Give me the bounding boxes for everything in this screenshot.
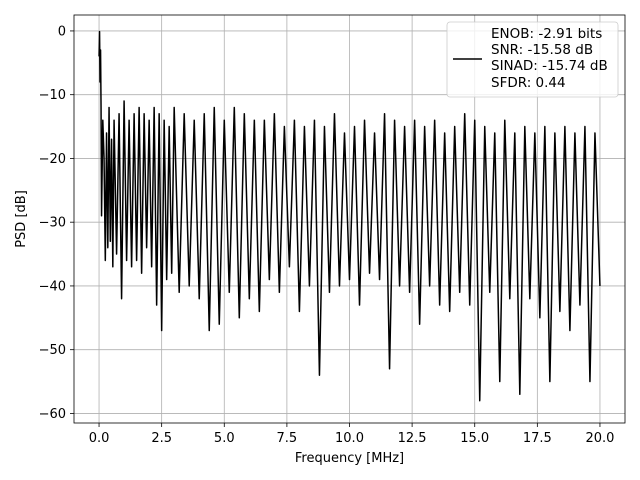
y-tick-label: 0 [58,24,66,39]
legend: ENOB: -2.91 bits SNR: -15.58 dB SINAD: -… [446,21,619,98]
y-tick-label: −60 [39,407,66,422]
y-tick-label: −30 [39,216,66,231]
x-tick-label: 20.0 [585,431,614,446]
x-tick-label: 2.5 [151,431,172,446]
y-tick-label: −10 [39,88,66,103]
plot-area [98,30,601,402]
legend-snr: SNR: -15.58 dB [491,42,593,58]
y-axis-label: PSD [dB] [14,190,29,248]
y-tick-label: −40 [39,279,66,294]
x-tick-label: 5.0 [214,431,235,446]
y-axis: 0 −10 −20 −30 −40 −50 −60 [39,24,74,422]
x-tick-label: 7.5 [277,431,298,446]
legend-sfdr: SFDR: 0.44 [491,75,566,91]
x-tick-label: 17.5 [523,431,552,446]
x-tick-label: 10.0 [335,431,364,446]
legend-box [446,21,619,98]
legend-sinad: SINAD: -15.74 dB [491,58,608,74]
y-tick-label: −50 [39,343,66,358]
x-tick-label: 12.5 [398,431,427,446]
x-axis-label: Frequency [MHz] [295,451,404,466]
y-tick-label: −20 [39,152,66,167]
x-axis: 0.0 2.5 5.0 7.5 10.0 12.5 15.0 17.5 20.0 [89,423,614,446]
psd-series-line [98,30,601,402]
x-tick-label: 0.0 [89,431,110,446]
x-tick-label: 15.0 [460,431,489,446]
legend-enob: ENOB: -2.91 bits [491,26,602,42]
